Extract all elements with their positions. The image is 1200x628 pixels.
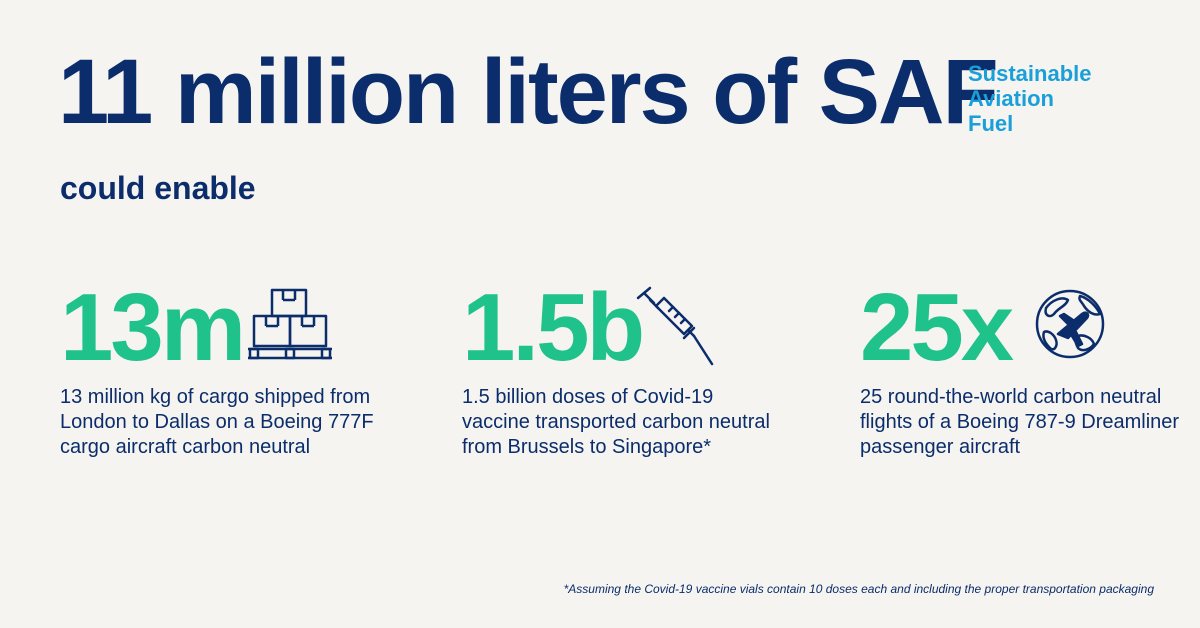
stat-cargo: 13m 13 million kg of cargo shipped <box>60 274 390 459</box>
saf-definition: Sustainable Aviation Fuel <box>968 61 1091 136</box>
saf-definition-line: Sustainable <box>968 61 1092 86</box>
cargo-boxes-pallet-icon <box>246 286 334 369</box>
stat-value: 13m <box>60 274 246 381</box>
stat-flights: 25x 25 round-the-world carbon neutral fl… <box>860 274 1190 459</box>
headline: 11 million liters of SAF <box>58 41 999 143</box>
saf-definition-line: Aviation <box>968 86 1054 111</box>
globe-airplane-icon <box>1032 286 1108 367</box>
stat-value: 25x <box>860 274 1014 381</box>
footnote: *Assuming the Covid-19 vaccine vials con… <box>563 582 1154 596</box>
stat-value: 1.5b <box>462 274 645 381</box>
stat-vaccine: 1.5b 1.5 billion doses of Covid-19 vacci… <box>462 274 792 459</box>
stat-description: 13 million kg of cargo shipped from Lond… <box>60 386 374 458</box>
stat-description: 25 round-the-world carbon neutral flight… <box>860 386 1180 458</box>
saf-definition-line: Fuel <box>968 111 1014 136</box>
subhead: could enable <box>60 170 256 206</box>
stat-description: 1.5 billion doses of Covid-19 vaccine tr… <box>462 386 770 458</box>
syringe-icon <box>634 286 716 373</box>
